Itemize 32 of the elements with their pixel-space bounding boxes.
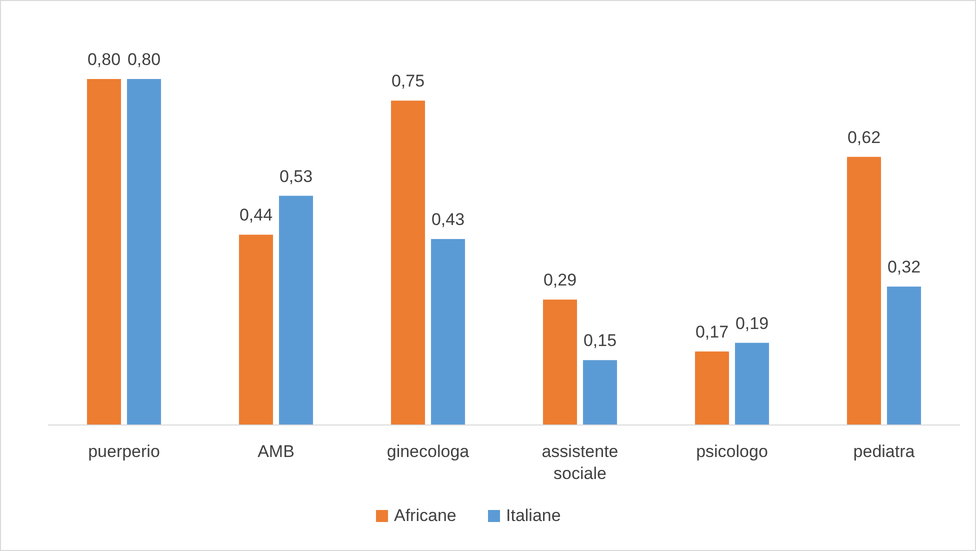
data-label: 0,80: [127, 50, 161, 69]
x-tick-label: ginecologa: [386, 442, 470, 461]
data-label: 0,44: [239, 206, 273, 225]
x-tick-label: AMB: [258, 442, 294, 461]
bar: [279, 196, 313, 425]
data-label: 0,53: [279, 166, 313, 186]
bar: [695, 351, 729, 425]
x-tick-label: pediatra: [853, 442, 916, 461]
data-label: 0,43: [431, 210, 465, 230]
bar: [127, 79, 161, 425]
x-tick-label: assistente sociale: [542, 442, 618, 483]
x-tick-label: puerperio: [88, 442, 160, 461]
bar: [431, 239, 465, 425]
data-label: 0,62: [847, 128, 881, 147]
data-label: 0,32: [887, 258, 921, 277]
data-label: 0,15: [583, 331, 617, 350]
bar: [543, 300, 577, 425]
bar: [735, 342, 769, 425]
x-tick-label: psicologo: [696, 442, 768, 461]
bar: [583, 360, 617, 425]
bar: [847, 156, 881, 425]
legend-label: Italiane: [506, 506, 561, 525]
data-label: 0,80: [87, 50, 121, 69]
legend-label: Africane: [394, 506, 456, 525]
data-label: 0,19: [735, 314, 769, 333]
bar: [87, 79, 121, 425]
bar: [239, 234, 273, 425]
data-label: 0,29: [543, 270, 577, 290]
data-label: 0,17: [695, 322, 729, 342]
bar: [887, 286, 921, 425]
bar: [391, 100, 425, 425]
data-label: 0,75: [391, 72, 425, 91]
